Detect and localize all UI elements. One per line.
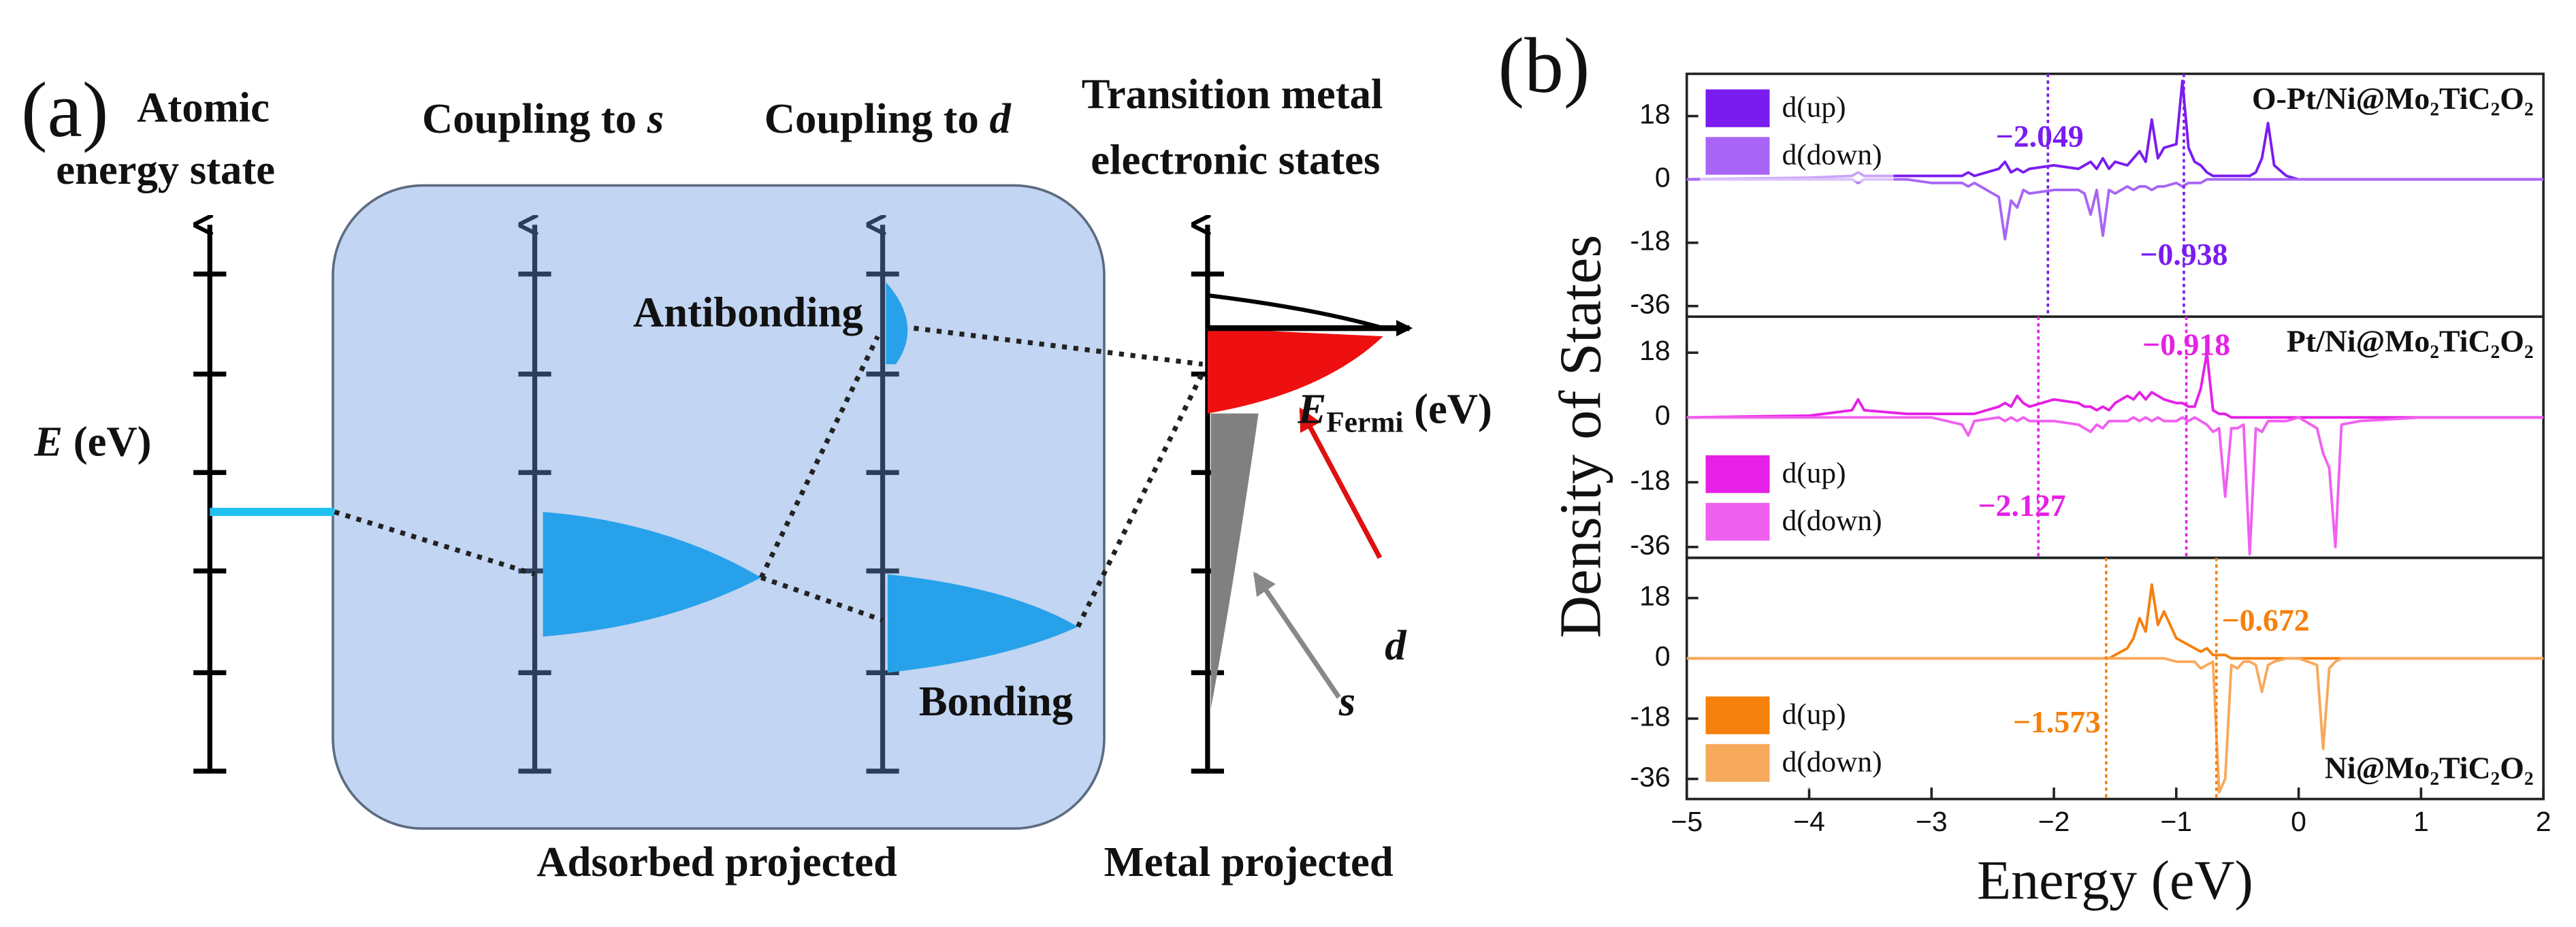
label-part: Fermi bbox=[1326, 406, 1403, 438]
label-part: d bbox=[990, 95, 1012, 142]
atomic-label: Atomic bbox=[137, 83, 270, 131]
y-tick-label: -18 bbox=[1630, 464, 1670, 495]
legend-label: d(up) bbox=[1782, 457, 1846, 489]
y-axis-label: Density of States bbox=[1548, 235, 1613, 638]
s-band bbox=[1210, 413, 1259, 709]
metal-states-label: Transition metal bbox=[1082, 70, 1383, 118]
coupling-s-label: Coupling to s bbox=[422, 95, 664, 142]
axis-ticks bbox=[193, 271, 1224, 774]
x-tick-label: 1 bbox=[2413, 806, 2429, 837]
x-tick-label: −2 bbox=[2038, 806, 2070, 837]
s-label: s bbox=[1338, 677, 1355, 725]
adsorbed-label: Adsorbed projected bbox=[536, 838, 897, 885]
legend-swatch bbox=[1705, 502, 1770, 541]
bonding-state bbox=[887, 574, 1078, 673]
x-tick-label: 2 bbox=[2536, 806, 2551, 837]
dos-line bbox=[1686, 657, 2544, 794]
y-tick-label: 0 bbox=[1655, 400, 1671, 431]
panel-b: -36 -18 0 18 −2.049 −0.938 d(up) d(down) O-Pt/Ni… bbox=[1548, 72, 2551, 911]
y-tick-label: -36 bbox=[1630, 761, 1670, 792]
subplot-title: Pt/Ni@Mo₂TiC₂O₂ bbox=[2287, 324, 2534, 359]
y-tick-label: 18 bbox=[1639, 98, 1671, 129]
legend-label: d(up) bbox=[1782, 91, 1846, 123]
d-label: d bbox=[1385, 621, 1407, 669]
x-tick-label: −3 bbox=[1916, 806, 1948, 837]
d-band-label: −2.049 bbox=[1996, 118, 2084, 153]
d-band-label: −2.127 bbox=[1978, 488, 2066, 523]
label-part: s bbox=[647, 95, 664, 142]
s-coupling-state bbox=[543, 512, 762, 637]
x-axis-label: Energy (eV) bbox=[1977, 849, 2253, 911]
legend-label: d(down) bbox=[1782, 504, 1882, 537]
label-part: (eV) bbox=[63, 418, 151, 466]
x-tick-label: −1 bbox=[2160, 806, 2192, 837]
y-tick-label: 0 bbox=[1655, 640, 1671, 672]
fermi-label: EFermi (eV) bbox=[1297, 385, 1492, 438]
y-tick-label: -18 bbox=[1630, 225, 1670, 256]
dotted-line bbox=[760, 575, 884, 623]
y-tick-label: -36 bbox=[1630, 530, 1670, 561]
d-band-label: −0.672 bbox=[2222, 603, 2310, 638]
subplot-title: O-Pt/Ni@Mo₂TiC₂O₂ bbox=[2252, 81, 2534, 116]
metal-states-label: electronic states bbox=[1091, 135, 1380, 183]
coupling-lines bbox=[334, 325, 1207, 628]
d-arrow bbox=[1299, 407, 1383, 559]
legend-swatch bbox=[1705, 455, 1770, 493]
panel-label: (a) bbox=[21, 67, 108, 154]
panel-label: (b) bbox=[1498, 22, 1590, 110]
y-tick-label: 18 bbox=[1639, 580, 1671, 611]
d-band-empty bbox=[1207, 293, 1384, 331]
legend-label: d(up) bbox=[1782, 698, 1846, 730]
coupling-d-label: Coupling to d bbox=[764, 95, 1012, 142]
dos-line bbox=[1686, 178, 2544, 241]
y-tick-label: 0 bbox=[1655, 161, 1671, 193]
label-part: Coupling to bbox=[764, 95, 990, 142]
x-tick-label: −5 bbox=[1671, 806, 1703, 837]
energy-axis-label: E (eV) bbox=[33, 418, 151, 466]
d-band-filled bbox=[1207, 328, 1383, 414]
dos-line bbox=[1686, 416, 2544, 556]
metal-label: Metal projected bbox=[1104, 838, 1394, 885]
dotted-line bbox=[1076, 368, 1207, 628]
x-tick-label: −4 bbox=[1793, 806, 1825, 837]
legend-swatch bbox=[1705, 744, 1770, 782]
label-part: E bbox=[1297, 385, 1326, 433]
label-part: Coupling to bbox=[422, 95, 647, 142]
y-tick-label: -18 bbox=[1630, 701, 1670, 732]
dos-line bbox=[1686, 351, 2544, 419]
label-part: E bbox=[33, 418, 63, 466]
x-tick-label: 0 bbox=[2291, 806, 2306, 837]
legend-swatch bbox=[1705, 89, 1770, 127]
antibonding-label: Antibonding bbox=[633, 289, 863, 336]
legend-label: d(down) bbox=[1782, 138, 1882, 171]
label-part: (eV) bbox=[1403, 385, 1492, 433]
d-band-label: −0.938 bbox=[2140, 237, 2227, 272]
panel-a: (a) Atomic energy state Coupling to s Co… bbox=[21, 67, 1492, 885]
d-band-label: −1.573 bbox=[2013, 704, 2101, 739]
plot-frame bbox=[1685, 556, 2545, 800]
y-tick-label: 18 bbox=[1639, 335, 1671, 366]
coupling-box bbox=[332, 184, 1106, 830]
atomic-label: energy state bbox=[56, 146, 275, 193]
legend-swatch bbox=[1705, 137, 1770, 175]
y-tick-label: -36 bbox=[1630, 289, 1670, 320]
s-arrow bbox=[1253, 571, 1341, 699]
dotted-line bbox=[334, 509, 536, 577]
dos-line bbox=[1686, 79, 2544, 181]
dotted-line bbox=[913, 325, 1204, 367]
antibonding-state bbox=[886, 282, 908, 365]
legend-label: d(down) bbox=[1782, 745, 1882, 778]
bonding-label: Bonding bbox=[919, 677, 1073, 725]
d-band-label: −0.918 bbox=[2142, 327, 2230, 362]
subplot-title: Ni@Mo₂TiC₂O₂ bbox=[2325, 751, 2534, 785]
legend-swatch bbox=[1705, 696, 1770, 734]
